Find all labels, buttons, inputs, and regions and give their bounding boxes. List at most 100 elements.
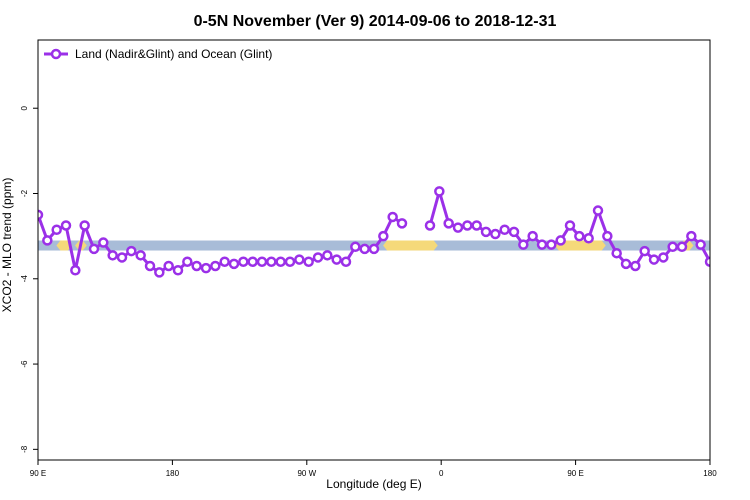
data-point bbox=[228, 258, 240, 270]
land-segment-0 bbox=[56, 240, 72, 251]
data-point bbox=[743, 221, 750, 229]
series-line-0-1 bbox=[428, 189, 710, 268]
data-point bbox=[88, 243, 100, 255]
data-point bbox=[686, 230, 697, 242]
data-point bbox=[676, 241, 688, 253]
data-point bbox=[396, 218, 408, 229]
y-tick-label: -6 bbox=[20, 360, 29, 368]
data-point bbox=[480, 226, 492, 238]
data-point bbox=[602, 230, 613, 242]
data-point bbox=[387, 211, 398, 223]
data-point bbox=[182, 256, 193, 267]
land-segment-2 bbox=[383, 240, 438, 251]
y-axis-label: XCO2 - MLO trend (ppm) bbox=[0, 178, 14, 313]
data-point bbox=[536, 239, 548, 250]
data-point bbox=[350, 241, 361, 253]
data-point bbox=[38, 209, 44, 221]
data-point bbox=[340, 256, 352, 267]
data-point bbox=[648, 254, 660, 265]
data-point bbox=[303, 256, 314, 267]
x-tick-label: 90 W bbox=[297, 469, 316, 478]
data-point bbox=[163, 260, 174, 272]
data-point bbox=[51, 224, 62, 235]
data-point bbox=[200, 262, 212, 274]
data-point bbox=[135, 250, 146, 261]
data-point bbox=[424, 220, 436, 231]
y-axis: 0 -2 -4 -6 -8 bbox=[20, 105, 38, 453]
data-point bbox=[695, 239, 706, 250]
data-point bbox=[359, 243, 370, 255]
data-point bbox=[434, 186, 445, 197]
data-point bbox=[546, 239, 557, 250]
x-tick-label: 180 bbox=[166, 469, 180, 478]
data-point bbox=[518, 239, 529, 250]
data-point bbox=[266, 256, 277, 267]
y-tick-label: -2 bbox=[20, 189, 29, 197]
land-segment-3 bbox=[554, 240, 606, 251]
data-point bbox=[107, 250, 118, 261]
data-point bbox=[191, 260, 202, 272]
series-layer bbox=[38, 186, 750, 278]
data-point bbox=[734, 226, 742, 234]
legend: Land (Nadir&Glint) and Ocean (Glint) bbox=[44, 47, 272, 61]
data-point bbox=[210, 260, 221, 272]
data-point bbox=[172, 265, 184, 276]
x-axis-label: Longitude (deg E) bbox=[326, 477, 421, 491]
x-tick-label: 90 E bbox=[30, 469, 46, 478]
data-point bbox=[555, 235, 566, 246]
data-point bbox=[116, 252, 128, 263]
legend-marker-swatch bbox=[50, 48, 62, 60]
data-point bbox=[443, 218, 454, 229]
data-point bbox=[667, 241, 678, 253]
data-point bbox=[154, 267, 165, 278]
data-point bbox=[658, 252, 669, 263]
data-point bbox=[98, 237, 109, 248]
data-point bbox=[583, 233, 594, 244]
data-point bbox=[639, 245, 650, 257]
chart-title: 0-5N November (Ver 9) 2014-09-06 to 2018… bbox=[194, 13, 557, 30]
data-point bbox=[462, 220, 473, 231]
data-point bbox=[715, 213, 723, 221]
data-point bbox=[238, 256, 249, 267]
data-point bbox=[79, 220, 90, 231]
x-tick-label: 90 E bbox=[567, 469, 583, 478]
data-point bbox=[312, 252, 324, 263]
x-tick-label: 180 bbox=[703, 469, 717, 478]
data-point bbox=[725, 236, 733, 244]
data-point bbox=[256, 256, 268, 267]
data-point bbox=[508, 226, 520, 238]
y-tick-label: -4 bbox=[20, 275, 29, 283]
data-point bbox=[527, 230, 538, 242]
data-point bbox=[630, 260, 641, 272]
data-point bbox=[620, 258, 632, 270]
data-point bbox=[247, 256, 258, 267]
data-point bbox=[144, 260, 156, 272]
plot-frame bbox=[37, 39, 711, 461]
data-point bbox=[275, 256, 286, 267]
data-point bbox=[322, 250, 333, 261]
data-point bbox=[564, 220, 576, 231]
legend-label: Land (Nadir&Glint) and Ocean (Glint) bbox=[75, 47, 272, 61]
data-point bbox=[42, 235, 53, 246]
data-point bbox=[60, 220, 72, 231]
data-point bbox=[378, 230, 389, 242]
data-point bbox=[70, 265, 81, 276]
data-point bbox=[219, 256, 230, 267]
x-tick-label: 0 bbox=[439, 469, 444, 478]
data-point bbox=[331, 254, 342, 265]
data-point bbox=[499, 224, 510, 235]
y-tick-label: -8 bbox=[20, 445, 29, 453]
data-point bbox=[611, 247, 622, 259]
data-point bbox=[452, 222, 464, 233]
data-point bbox=[490, 228, 501, 240]
data-point bbox=[574, 230, 585, 242]
data-point bbox=[284, 256, 296, 267]
data-point bbox=[592, 205, 604, 216]
data-point bbox=[471, 220, 482, 231]
data-point bbox=[368, 243, 380, 255]
data-point bbox=[704, 256, 710, 267]
data-point bbox=[126, 245, 137, 257]
data-point bbox=[294, 254, 305, 265]
y-tick-label: 0 bbox=[20, 105, 29, 110]
